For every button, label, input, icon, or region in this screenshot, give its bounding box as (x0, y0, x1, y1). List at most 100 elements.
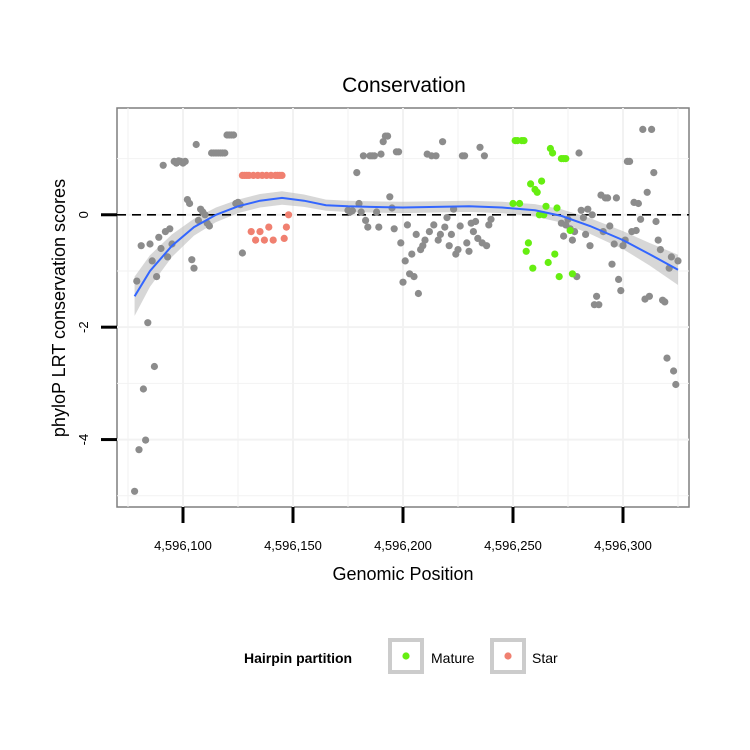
point-other-28 (192, 140, 200, 149)
point-other-76 (403, 221, 411, 229)
point-other-26 (188, 256, 196, 264)
point-other-75 (401, 257, 409, 265)
point-other-151 (637, 215, 645, 223)
point-star-21 (285, 211, 293, 219)
point-other-6 (144, 319, 152, 327)
point-other-141 (615, 275, 623, 283)
point-other-83 (419, 242, 427, 250)
point-star-4 (247, 228, 255, 236)
point-other-74 (399, 278, 407, 286)
point-other-155 (645, 292, 654, 300)
point-other-91 (436, 230, 444, 238)
point-other-56 (359, 152, 367, 160)
point-other-162 (661, 298, 669, 306)
point-star-19 (280, 234, 288, 242)
legend-swatch-star (504, 652, 512, 660)
point-other-152 (639, 125, 647, 133)
point-other-64 (377, 150, 385, 158)
chart-title: Conservation (342, 74, 466, 97)
point-other-125 (579, 214, 588, 222)
point-other-168 (674, 257, 682, 265)
point-other-70 (390, 225, 398, 233)
point-other-84 (421, 236, 429, 244)
point-other-124 (577, 206, 585, 214)
point-other-11 (155, 233, 163, 241)
point-other-86 (425, 228, 433, 236)
point-mature-16 (544, 258, 552, 267)
point-other-17 (168, 240, 176, 248)
point-other-140 (612, 194, 621, 202)
point-other-58 (364, 223, 372, 231)
point-other-146 (626, 157, 634, 165)
point-other-106 (469, 228, 477, 236)
point-other-45 (230, 131, 238, 139)
point-other-93 (441, 223, 449, 231)
point-mature-7 (524, 239, 533, 247)
point-other-94 (443, 214, 451, 222)
point-star-8 (256, 228, 264, 236)
point-other-65 (379, 138, 387, 146)
point-other-78 (408, 250, 416, 258)
point-other-149 (632, 226, 640, 235)
point-other-15 (164, 253, 172, 261)
point-star-10 (260, 236, 268, 244)
point-other-95 (445, 242, 453, 250)
point-other-73 (397, 239, 405, 247)
point-other-163 (663, 354, 671, 362)
point-other-41 (221, 149, 229, 157)
point-other-9 (150, 362, 158, 371)
point-mature-26 (568, 270, 577, 278)
point-other-116 (560, 232, 568, 240)
point-other-49 (238, 249, 246, 257)
point-other-100 (456, 222, 464, 230)
y-axis-title: phyloP LRT conservation scores (49, 179, 69, 437)
legend-title: Hairpin partition (244, 650, 352, 666)
y-axis: -4 -2 0 (76, 211, 117, 445)
point-other-89 (432, 152, 440, 160)
point-other-160 (656, 246, 665, 254)
point-other-126 (582, 230, 590, 238)
point-other-55 (357, 208, 365, 216)
point-other-34 (205, 222, 213, 230)
point-other-68 (386, 193, 394, 201)
point-mature-25 (566, 226, 574, 235)
point-other-128 (586, 242, 594, 250)
data-points (131, 125, 682, 495)
point-other-80 (412, 230, 420, 238)
point-other-32 (201, 211, 209, 219)
point-mature-24 (562, 155, 570, 163)
smooth-line (133, 196, 679, 297)
point-mature-19 (551, 250, 559, 258)
series-star (238, 171, 293, 244)
point-other-53 (353, 169, 361, 177)
y-tick-label-2: 0 (76, 211, 91, 218)
legend-swatch-mature (402, 652, 410, 660)
point-other-92 (439, 138, 447, 146)
point-other-5 (142, 436, 150, 444)
point-other-159 (654, 236, 662, 244)
point-mature-18 (549, 149, 557, 157)
point-other-72 (395, 148, 403, 156)
point-other-156 (648, 125, 656, 133)
point-star-20 (282, 223, 290, 231)
point-other-54 (355, 199, 363, 208)
point-other-136 (604, 194, 612, 202)
point-other-62 (373, 208, 381, 216)
point-mature-6 (522, 247, 530, 255)
x-tick-label-4: 4,596,300 (594, 538, 652, 553)
point-other-108 (474, 234, 482, 242)
point-other-90 (434, 236, 442, 244)
point-other-166 (670, 367, 678, 375)
point-other-107 (472, 217, 480, 226)
point-star-14 (269, 236, 277, 244)
point-other-104 (465, 247, 473, 255)
point-other-114 (487, 215, 495, 223)
y-tick-label-0: -4 (76, 434, 91, 446)
point-mature-0 (509, 199, 517, 208)
point-other-137 (606, 222, 614, 230)
legend-label-star: Star (532, 650, 558, 666)
point-mature-21 (555, 273, 563, 281)
point-mature-3 (516, 199, 524, 208)
point-other-129 (588, 211, 596, 219)
